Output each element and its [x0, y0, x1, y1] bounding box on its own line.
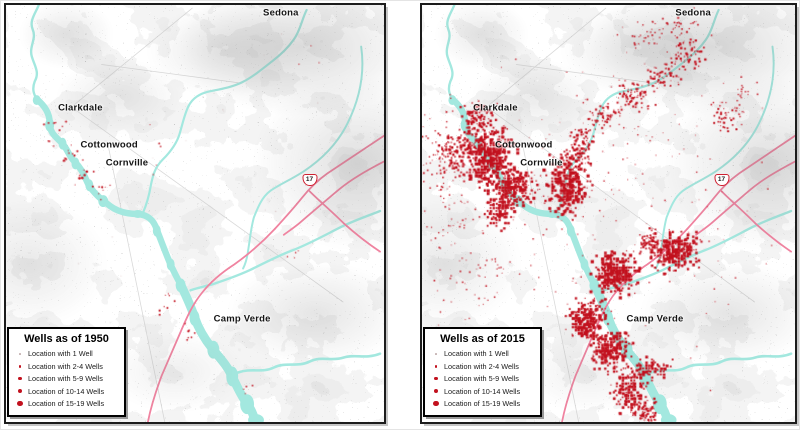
legend-dotcell	[12, 401, 28, 407]
well-dot-icon	[17, 389, 23, 394]
legend-item: Location of 15-19 Wells	[428, 398, 537, 411]
legend-item: Location with 5-9 Wells	[12, 373, 121, 386]
legend-1950: Wells as of 1950 Location with 1 Well Lo…	[7, 326, 126, 417]
well-dot-icon	[433, 401, 439, 407]
legend-dotcell	[428, 377, 444, 381]
well-dot-icon	[18, 377, 22, 381]
legend-item-label: Location with 5-9 Wells	[444, 374, 519, 384]
legend-item-label: Location with 1 Well	[28, 349, 93, 359]
legend-item: Location with 2-4 Wells	[12, 360, 121, 373]
interstate-17-shield-icon: 17	[302, 174, 318, 187]
place-label-sedona: Sedona	[263, 7, 299, 19]
legend-item: Location with 2-4 Wells	[428, 360, 537, 373]
legend-item-label: Location of 15-19 Wells	[444, 399, 521, 409]
legend-item: Location with 1 Well	[428, 348, 537, 361]
map-panel-1950: Sedona Clarkdale Cottonwood Cornville Camp V…	[4, 3, 386, 424]
place-label-cottonwood: Cottonwood	[495, 139, 553, 151]
well-dot-icon	[433, 389, 439, 394]
shield-number: 17	[717, 175, 726, 183]
place-label-clarkdale: Clarkdale	[473, 102, 518, 114]
place-labels: Sedona Clarkdale Cottonwood Cornville Camp V…	[6, 5, 384, 422]
place-label-cottonwood: Cottonwood	[80, 139, 138, 151]
legend-title: Wells as of 1950	[24, 332, 109, 345]
legend-item-label: Location with 1 Well	[444, 349, 509, 359]
well-dot-icon	[17, 401, 23, 407]
place-label-cornville: Cornville	[520, 157, 563, 169]
legend-item: Location of 15-19 Wells	[12, 398, 121, 411]
interstate-17-shield-icon: 17	[714, 174, 730, 187]
place-label-sedona: Sedona	[675, 7, 711, 19]
legend-dotcell	[12, 364, 28, 368]
place-label-camp-verde: Camp Verde	[213, 313, 271, 325]
legend-item: Location of 10-14 Wells	[12, 385, 121, 398]
legend-item: Location of 10-14 Wells	[428, 385, 537, 398]
legend-item: Location with 5-9 Wells	[428, 373, 537, 386]
legend-item-label: Location with 2-4 Wells	[28, 361, 103, 371]
legend-dotcell	[428, 364, 444, 368]
well-dot-icon	[435, 352, 437, 355]
legend-dotcell	[12, 352, 28, 355]
legend-item-label: Location of 15-19 Wells	[28, 399, 105, 409]
well-dot-icon	[18, 364, 22, 368]
legend-item-label: Location of 10-14 Wells	[444, 386, 521, 396]
legend-dotcell	[12, 389, 28, 394]
legend-dotcell	[428, 401, 444, 407]
place-label-clarkdale: Clarkdale	[58, 102, 103, 114]
legend-item-label: Location of 10-14 Wells	[28, 386, 105, 396]
place-label-cornville: Cornville	[105, 157, 149, 169]
well-dot-icon	[434, 364, 438, 368]
legend-dotcell	[12, 377, 28, 381]
place-label-camp-verde: Camp Verde	[626, 313, 684, 325]
legend-dotcell	[428, 389, 444, 394]
well-dot-icon	[434, 377, 438, 381]
legend-title: Wells as of 2015	[440, 332, 525, 345]
place-labels: Sedona Clarkdale Cottonwood Cornville Camp V…	[422, 5, 795, 422]
legend-item: Location with 1 Well	[12, 348, 121, 361]
map-panel-2015: Sedona Clarkdale Cottonwood Cornville Camp V…	[420, 3, 797, 424]
legend-item-label: Location with 5-9 Wells	[28, 374, 103, 384]
legend-2015: Wells as of 2015 Location with 1 Well Lo…	[423, 326, 542, 417]
shield-number: 17	[305, 175, 314, 183]
legend-dotcell	[428, 352, 444, 355]
legend-item-label: Location with 2-4 Wells	[444, 361, 519, 371]
well-dot-icon	[19, 352, 21, 355]
